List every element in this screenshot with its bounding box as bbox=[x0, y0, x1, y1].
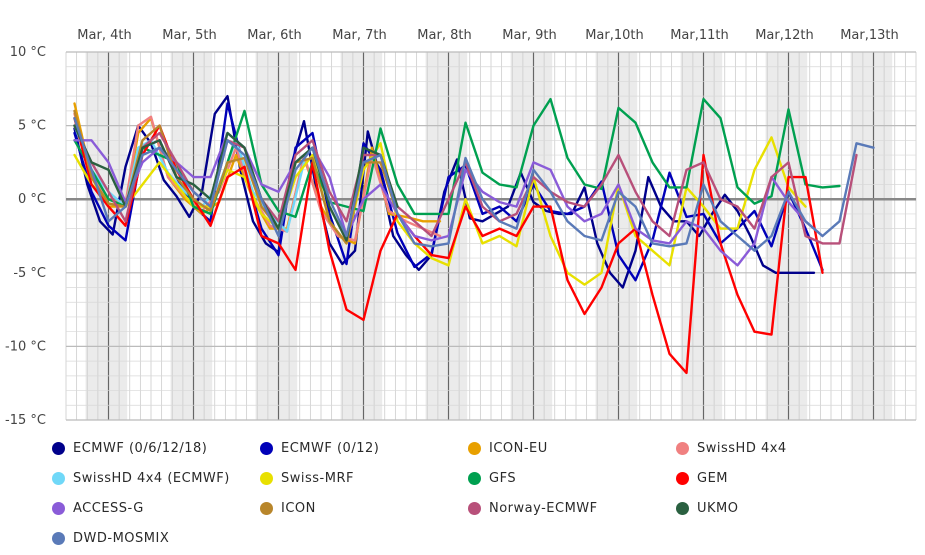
y-tick-label: 5 °C bbox=[18, 119, 46, 134]
legend-swatch bbox=[468, 471, 481, 485]
legend-label: GFS bbox=[489, 470, 517, 486]
legend-swatch bbox=[468, 501, 481, 515]
x-tick-label: Mar, 5th bbox=[162, 28, 216, 43]
x-tick-label: Mar, 4th bbox=[77, 28, 131, 43]
x-tick-label: Mar,13th bbox=[840, 28, 899, 43]
legend-item-access-g[interactable]: ACCESS-G bbox=[52, 496, 144, 520]
y-tick-label: 0 °C bbox=[18, 192, 46, 207]
legend-item-swisshd-4x4-ecmwf[interactable]: SwissHD 4x4 (ECMWF) bbox=[52, 466, 230, 490]
series-line-dwd-mosmix bbox=[73, 117, 875, 252]
legend-label: ECMWF (0/12) bbox=[281, 440, 380, 456]
legend-label: ACCESS-G bbox=[73, 500, 144, 516]
legend-swatch bbox=[260, 501, 273, 515]
legend-swatch bbox=[676, 501, 689, 515]
x-tick-label: Mar,10th bbox=[585, 28, 644, 43]
y-tick-label: -5 °C bbox=[13, 266, 46, 281]
x-tick-label: Mar, 9th bbox=[502, 28, 556, 43]
legend-item-swisshd-4x4[interactable]: SwissHD 4x4 bbox=[676, 436, 787, 460]
y-tick-label: 10 °C bbox=[10, 45, 46, 60]
legend-swatch bbox=[52, 441, 65, 455]
legend-swatch bbox=[52, 501, 65, 515]
y-tick-label: -15 °C bbox=[5, 413, 46, 428]
legend-item-swiss-mrf[interactable]: Swiss-MRF bbox=[260, 466, 354, 490]
legend-swatch bbox=[676, 441, 689, 455]
legend-item-icon[interactable]: ICON bbox=[260, 496, 316, 520]
series-line-access-g bbox=[73, 131, 824, 267]
legend-label: ECMWF (0/6/12/18) bbox=[73, 440, 208, 456]
legend-item-ecmwf-0-12[interactable]: ECMWF (0/12) bbox=[260, 436, 379, 460]
legend-item-ukmo[interactable]: UKMO bbox=[676, 496, 739, 520]
legend-swatch bbox=[260, 471, 273, 485]
legend-swatch bbox=[52, 531, 65, 545]
x-tick-label: Mar, 7th bbox=[332, 28, 386, 43]
legend-item-icon-eu[interactable]: ICON-EU bbox=[468, 436, 548, 460]
legend-label: Norway-ECMWF bbox=[489, 500, 598, 516]
legend-item-norway-ecmwf[interactable]: Norway-ECMWF bbox=[468, 496, 598, 520]
legend-label: GEM bbox=[697, 470, 729, 486]
legend-swatch bbox=[468, 441, 481, 455]
legend-swatch bbox=[676, 471, 689, 485]
legend-item-gem[interactable]: GEM bbox=[676, 466, 728, 490]
legend-label: ICON bbox=[281, 500, 316, 516]
legend-swatch bbox=[52, 471, 65, 485]
legend-label: Swiss-MRF bbox=[281, 470, 354, 486]
night-band bbox=[850, 52, 893, 420]
x-tick-label: Mar,11th bbox=[670, 28, 729, 43]
series-line-gem bbox=[73, 117, 824, 375]
legend-item-gfs[interactable]: GFS bbox=[468, 466, 516, 490]
legend-label: UKMO bbox=[697, 500, 739, 516]
legend-swatch bbox=[260, 441, 273, 455]
legend-label: SwissHD 4x4 (ECMWF) bbox=[73, 470, 230, 486]
x-tick-label: Mar, 8th bbox=[417, 28, 471, 43]
y-tick-label: -10 °C bbox=[5, 339, 46, 354]
night-band bbox=[170, 52, 213, 420]
x-tick-label: Mar, 6th bbox=[247, 28, 301, 43]
x-tick-label: Mar,12th bbox=[755, 28, 814, 43]
legend-label: SwissHD 4x4 bbox=[697, 440, 787, 456]
legend-label: DWD-MOSMIX bbox=[73, 530, 170, 546]
legend-item-ecmwf-0-6-12-18[interactable]: ECMWF (0/6/12/18) bbox=[52, 436, 207, 460]
legend-label: ICON-EU bbox=[489, 440, 548, 456]
legend-item-dwd-mosmix[interactable]: DWD-MOSMIX bbox=[52, 526, 169, 550]
